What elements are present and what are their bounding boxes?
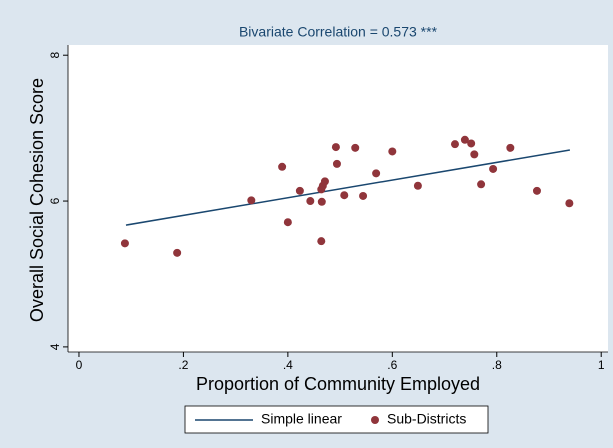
x-tick-label: .8 xyxy=(492,358,502,372)
point xyxy=(120,239,129,248)
point xyxy=(413,181,422,190)
point xyxy=(295,186,304,195)
point xyxy=(388,147,397,156)
point xyxy=(467,139,476,148)
point xyxy=(372,169,381,178)
point xyxy=(332,159,341,168)
point xyxy=(359,191,368,200)
point xyxy=(477,180,486,189)
y-axis-title: Overall Social Cohesion Score xyxy=(27,78,47,322)
legend-swatch xyxy=(371,416,379,424)
fit-line xyxy=(125,149,571,226)
x-axis-title: Proportion of Community Employed xyxy=(196,374,480,394)
legend-label: Sub-Districts xyxy=(387,411,466,427)
point xyxy=(247,196,256,205)
chart-title: Bivariate Correlation = 0.573 *** xyxy=(239,24,438,40)
x-tick-label: .4 xyxy=(283,358,293,372)
point xyxy=(320,177,329,186)
point xyxy=(506,143,515,152)
legend-label: Simple linear xyxy=(261,411,342,427)
x-tick-label: 1 xyxy=(598,358,605,372)
point xyxy=(460,135,469,144)
point xyxy=(532,186,541,195)
point xyxy=(306,197,315,206)
point xyxy=(489,164,498,173)
point xyxy=(278,162,287,171)
point xyxy=(470,150,479,159)
point xyxy=(340,191,349,200)
point xyxy=(565,199,574,208)
point xyxy=(331,143,340,152)
y-tick-label: 4 xyxy=(48,343,62,350)
y-tick-label: 8 xyxy=(48,52,62,59)
point xyxy=(351,143,360,152)
point xyxy=(450,140,459,149)
x-tick-label: 0 xyxy=(76,358,83,372)
point xyxy=(283,218,292,227)
point xyxy=(317,237,326,246)
x-tick-label: .2 xyxy=(178,358,188,372)
x-tick-label: .6 xyxy=(387,358,397,372)
plot-area xyxy=(68,45,608,352)
point xyxy=(317,197,326,206)
y-tick-label: 6 xyxy=(48,197,62,204)
point xyxy=(173,248,182,257)
